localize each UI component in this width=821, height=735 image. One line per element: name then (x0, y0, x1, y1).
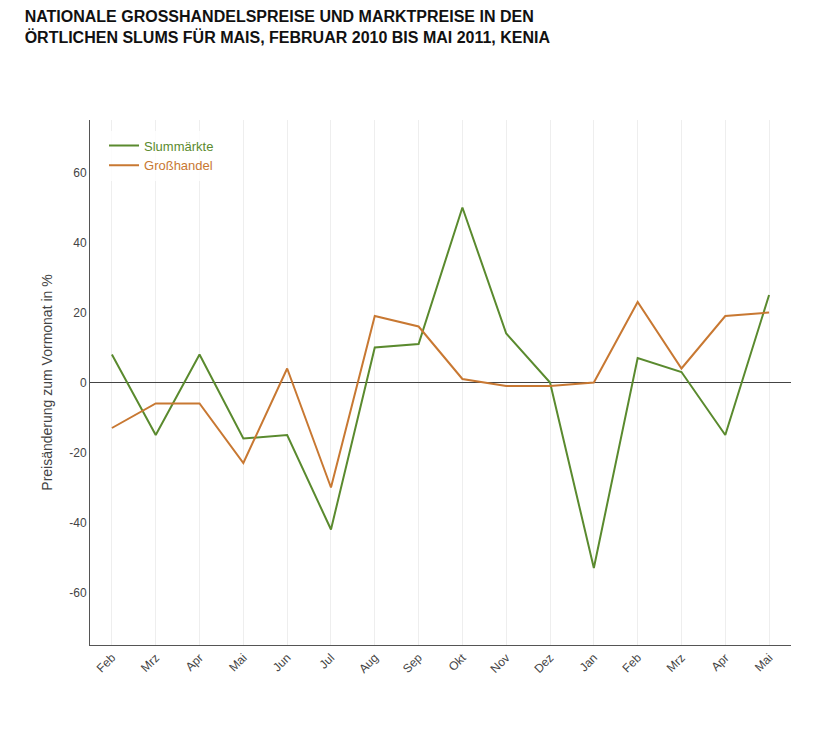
svg-text:Sep: Sep (400, 651, 425, 676)
svg-text:60: 60 (73, 166, 87, 180)
svg-text:Jul: Jul (317, 651, 338, 672)
svg-text:Jan: Jan (577, 651, 601, 675)
svg-text:Feb: Feb (619, 651, 644, 676)
svg-text:Nov: Nov (488, 651, 513, 676)
svg-text:Okt: Okt (446, 650, 470, 674)
svg-text:Apr: Apr (183, 651, 206, 674)
svg-text:20: 20 (73, 306, 87, 320)
svg-text:NATIONALE GROSSHANDELSPREISE U: NATIONALE GROSSHANDELSPREISE UND MARKTPR… (25, 8, 551, 46)
svg-text:-20: -20 (69, 446, 87, 460)
svg-text:40: 40 (73, 236, 87, 250)
svg-text:-40: -40 (69, 516, 87, 530)
svg-text:Mai: Mai (226, 651, 250, 675)
svg-text:Feb: Feb (94, 651, 119, 676)
svg-text:Dez: Dez (531, 651, 556, 676)
svg-text:Großhandel: Großhandel (144, 158, 213, 173)
svg-text:Jun: Jun (270, 651, 294, 675)
svg-text:Aug: Aug (356, 651, 381, 676)
svg-text:Mrz: Mrz (664, 651, 688, 675)
svg-text:Mai: Mai (752, 651, 776, 675)
svg-text:-60: -60 (69, 586, 87, 600)
svg-text:Mrz: Mrz (138, 651, 162, 675)
svg-text:Slummärkte: Slummärkte (144, 139, 213, 154)
svg-text:Preisänderung zum Vormonat in: Preisänderung zum Vormonat in % (39, 274, 55, 490)
svg-text:0: 0 (80, 376, 87, 390)
svg-text:Apr: Apr (709, 651, 732, 674)
